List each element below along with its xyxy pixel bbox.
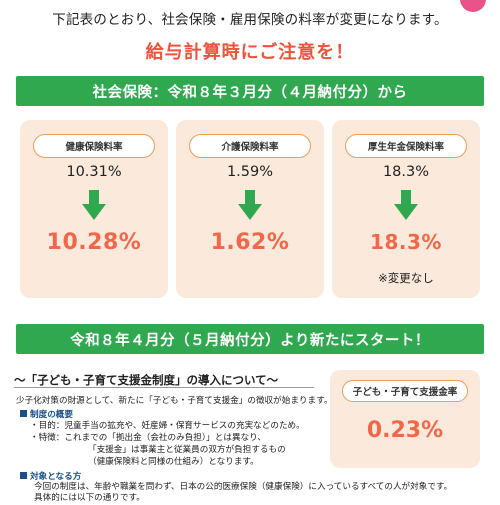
intro-text: 下記表のとおり、社会保険・雇用保険の料率が変更になります。 (52, 12, 448, 28)
target-text-2: 具体的には以下の通りです。 (34, 493, 145, 503)
target-text-1: 今回の制度は、年齢や職業を問わず、日本の公的医療保険（健康保険）に入っているすべ… (34, 482, 453, 492)
support-fund-rate-value: 0.23% (366, 418, 444, 443)
rate-card-label: 介護保険料率 (189, 134, 311, 158)
square-bullet-icon (20, 410, 27, 417)
square-bullet-icon (20, 472, 27, 479)
rate-card-pension-insurance: 厚生年金保険料率 18.3% 18.3% ※変更なし (332, 120, 480, 298)
no-change-note: ※変更なし (378, 271, 434, 285)
target-label: 対象となる方 (20, 470, 81, 482)
decorative-corner-shape (460, 0, 486, 12)
section-intro-text: 少子化対策の財源として、新たに「子ども・子育て支援金」の徴収が始まります。 (16, 396, 333, 406)
section-banner-new-start: 令和８年４月分（５月納付分）より新たにスタート！ (16, 324, 484, 354)
feature-text-2: 「支援金」は事業主と従業員の双方が負担するもの (88, 445, 286, 455)
down-arrow-icon (82, 190, 106, 220)
subheading-divider (14, 387, 314, 388)
new-rate: 18.3% (370, 230, 442, 254)
section-subheading: ～「子ども・子育て支援金制度」の導入について～ (14, 373, 279, 387)
support-fund-rate-label: 子ども・子育て支援金率 (342, 380, 468, 402)
feature-text-3: （健康保険料と同様の仕組み）となります。 (88, 457, 259, 467)
feature-text-1: ・特徴：これまでの「拠出金（会社のみ負担）」とは異なり、 (30, 433, 266, 443)
new-rate: 10.28% (46, 230, 142, 255)
old-rate: 18.3% (382, 164, 430, 180)
overview-label: 制度の概要 (20, 408, 73, 420)
overview-label-text: 制度の概要 (30, 410, 73, 420)
rate-card-label: 健康保険料率 (33, 134, 155, 158)
old-rate: 1.59% (226, 164, 274, 180)
support-fund-rate-card: 子ども・子育て支援金率 0.23% (330, 370, 480, 468)
down-arrow-icon (238, 190, 262, 220)
warning-heading: 給与計算時にご注意を！ (145, 42, 355, 63)
target-label-text: 対象となる方 (30, 472, 82, 482)
section-banner-social-insurance: 社会保険：令和８年３月分（４月納付分）から (16, 76, 484, 106)
rate-card-label: 厚生年金保険料率 (345, 134, 467, 158)
rate-card-nursing-care-insurance: 介護保険料率 1.59% 1.62% (176, 120, 324, 298)
purpose-text: ・目的：児童手当の拡充や、妊産婦・保育サービスの充実などのため。 (30, 421, 305, 431)
down-arrow-icon (394, 190, 418, 220)
old-rate: 10.31% (66, 164, 122, 180)
new-rate: 1.62% (210, 230, 290, 255)
rate-card-health-insurance: 健康保険料率 10.31% 10.28% (20, 120, 168, 298)
